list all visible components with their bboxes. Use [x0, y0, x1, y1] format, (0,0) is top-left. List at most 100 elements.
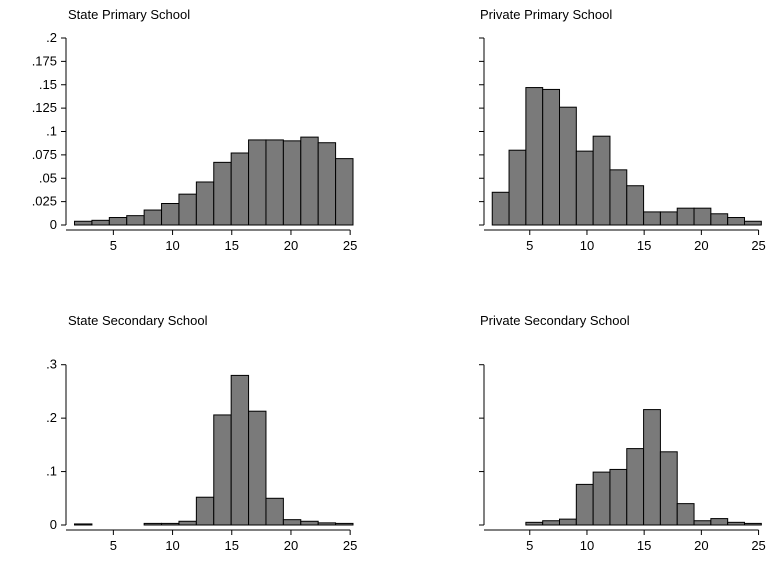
histogram-bar: [542, 88, 561, 226]
histogram-bar: [491, 191, 510, 226]
x-tick-label: 10: [165, 538, 179, 553]
histogram-bar: [300, 136, 319, 226]
x-tick-label: 20: [694, 238, 708, 253]
panel-title: State Secondary School: [68, 313, 208, 328]
histogram-bar: [559, 106, 577, 226]
histogram-bar: [161, 522, 180, 526]
histogram-bar: [609, 468, 628, 526]
x-tick-label: 10: [580, 238, 594, 253]
x-tick-label: 15: [637, 538, 651, 553]
histogram-bar: [693, 207, 712, 226]
x-tick-label: 20: [694, 538, 708, 553]
x-tick-label: 5: [526, 238, 533, 253]
y-tick-label: .05: [39, 170, 57, 185]
histogram-bar: [317, 142, 337, 226]
histogram-bar: [693, 520, 712, 526]
x-tick-label: 5: [526, 538, 533, 553]
histogram-bar: [626, 448, 645, 526]
histogram-bar: [743, 220, 762, 226]
bars: [74, 136, 354, 226]
y-tick-label: .025: [32, 194, 57, 209]
histogram-bar: [508, 149, 527, 226]
x-tick-label: 10: [580, 538, 594, 553]
histogram-bar: [727, 521, 745, 526]
histogram-bar: [213, 161, 232, 226]
histogram-bar: [592, 135, 611, 226]
histogram-bar: [609, 169, 628, 226]
histogram-bar: [248, 410, 267, 526]
x-tick-label: 25: [751, 238, 765, 253]
bars: [525, 409, 762, 526]
bars: [491, 87, 762, 226]
x-tick-label: 20: [284, 238, 298, 253]
x-tick-label: 25: [751, 538, 765, 553]
x-tick-label: 20: [284, 538, 298, 553]
histogram-bar: [195, 181, 215, 226]
histogram-bar: [743, 522, 762, 526]
y-tick-label: .2: [46, 30, 57, 45]
histogram-bar: [265, 139, 284, 226]
panel-state-secondary-school: State Secondary School 0 .1 .2 .3 5 10 15 20 25: [46, 313, 357, 553]
histogram-bar: [626, 185, 645, 226]
histogram-bar: [727, 217, 745, 226]
x-tick-label: 25: [343, 538, 357, 553]
histogram-bar: [542, 520, 561, 526]
histogram-bar: [230, 152, 250, 226]
y-tick-label: .125: [32, 100, 57, 115]
y-tick-label: .15: [39, 77, 57, 92]
x-tick-label: 5: [110, 238, 117, 253]
y-tick-label: .075: [32, 147, 57, 162]
histogram-bar: [126, 215, 145, 226]
panel-title: State Primary School: [68, 7, 190, 22]
x-tick-label: 10: [165, 238, 179, 253]
histogram-bar: [143, 209, 163, 226]
histogram-bar: [659, 451, 678, 526]
histogram-bar: [575, 150, 594, 226]
histogram-bar: [643, 409, 661, 526]
histogram-bar: [161, 203, 180, 226]
histogram-bar: [91, 219, 110, 226]
histogram-bar: [282, 140, 302, 226]
histogram-bar: [213, 414, 232, 526]
histogram-bar: [643, 211, 661, 226]
histogram-bar: [676, 207, 695, 226]
histogram-bar: [659, 211, 678, 226]
panel-private-primary-school: Private Primary School 5 10 15 20 25: [479, 7, 766, 253]
bars: [74, 374, 354, 526]
y-tick-label: .175: [32, 53, 57, 68]
x-tick-label: 25: [343, 238, 357, 253]
histogram-bar: [230, 374, 250, 526]
y-tick-label: .1: [46, 124, 57, 139]
y-tick-label: .2: [46, 410, 57, 425]
histogram-bar: [710, 213, 729, 226]
histogram-bar: [265, 497, 284, 526]
x-tick-label: 5: [110, 538, 117, 553]
panel-state-primary-school: State Primary School 0 .025 .05 .075 .1 .125.…: [32, 7, 358, 253]
histogram-bar: [108, 217, 128, 226]
panel-title: Private Primary School: [480, 7, 612, 22]
y-tick-label: 0: [50, 517, 57, 532]
histogram-bar: [676, 503, 695, 526]
histogram-bar: [143, 522, 163, 526]
panel-private-secondary-school: Private Secondary School 5 10 15 20 25: [479, 313, 766, 553]
histogram-bar: [317, 522, 337, 526]
histogram-bar: [74, 523, 93, 526]
histogram-bar: [592, 471, 611, 526]
x-tick-label: 15: [225, 238, 239, 253]
histogram-bar: [710, 518, 729, 526]
panel-title: Private Secondary School: [480, 313, 630, 328]
histogram-bar: [525, 521, 544, 526]
histogram-bar: [335, 522, 354, 526]
x-tick-label: 15: [225, 538, 239, 553]
histogram-bar: [74, 220, 93, 226]
histogram-bar: [178, 520, 197, 526]
y-tick-label: .1: [46, 464, 57, 479]
histogram-bar: [300, 520, 319, 526]
histogram-bar: [282, 519, 302, 526]
y-tick-label: .3: [46, 357, 57, 372]
histogram-bar: [525, 87, 544, 226]
x-tick-label: 15: [637, 238, 651, 253]
histogram-bar: [335, 158, 354, 226]
histogram-bar: [559, 518, 577, 526]
